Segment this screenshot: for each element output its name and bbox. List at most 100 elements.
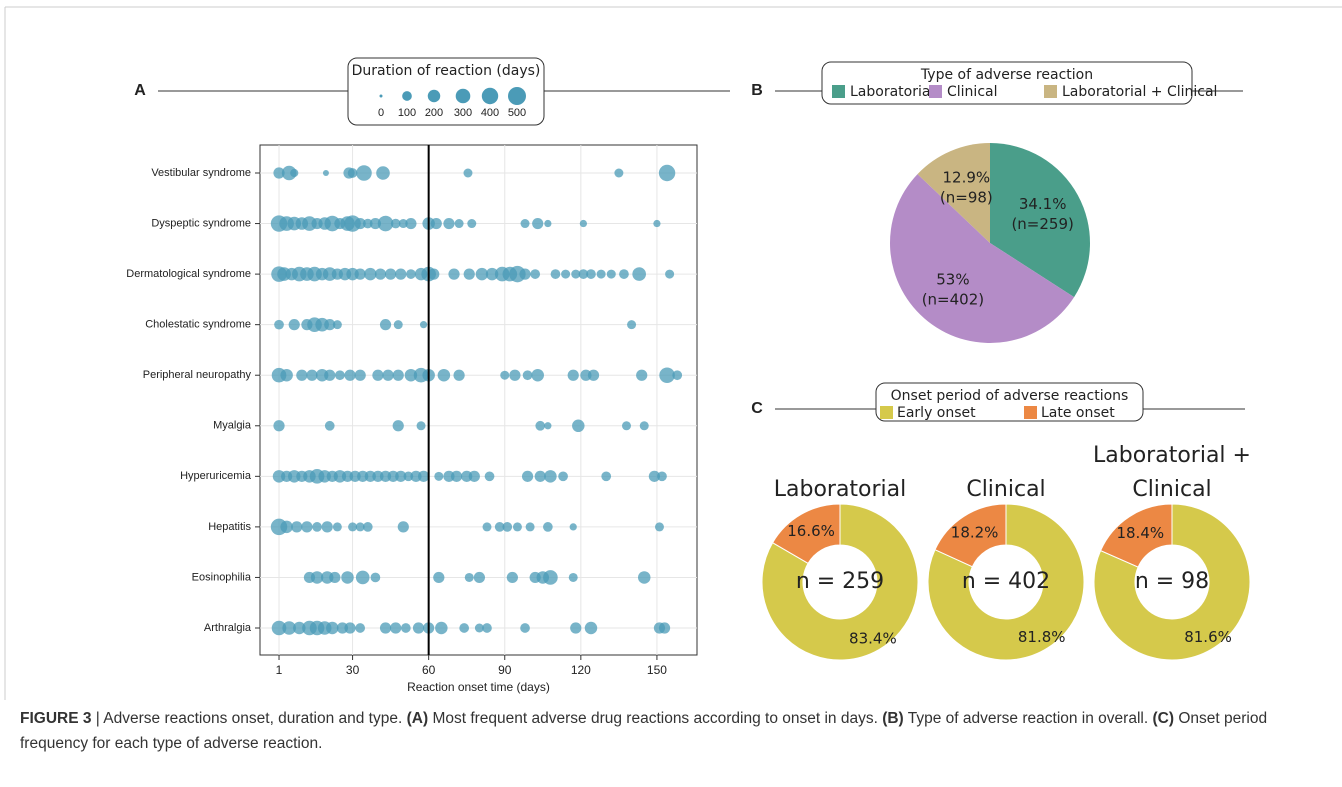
bubble xyxy=(288,319,300,331)
caption-text: Adverse reactions onset, duration and ty… xyxy=(103,710,403,727)
bubble xyxy=(332,320,342,330)
legend-swatch xyxy=(880,406,893,419)
bubble xyxy=(390,622,402,634)
bubble xyxy=(520,623,530,633)
size-legend-label: 0 xyxy=(378,107,384,119)
x-tick-label: 1 xyxy=(276,663,283,677)
bubble xyxy=(532,217,544,230)
bubble xyxy=(273,420,285,432)
bubble xyxy=(619,269,629,279)
bubble xyxy=(404,368,418,382)
bubble xyxy=(454,219,464,229)
size-legend-marker xyxy=(481,87,499,105)
legend-label: Laboratorial xyxy=(850,84,934,100)
bubble xyxy=(448,268,460,280)
bubble xyxy=(291,521,303,533)
legend-title: Type of adverse reaction xyxy=(920,67,1093,83)
bubble xyxy=(382,369,394,381)
y-tick-label: Myalgia xyxy=(213,420,252,432)
data-label: 81.6% xyxy=(1184,628,1232,646)
pie-slice xyxy=(890,174,1075,343)
bubble xyxy=(512,522,522,532)
bubble xyxy=(280,520,293,534)
bubble xyxy=(473,571,485,584)
bubble xyxy=(443,217,455,230)
plot-area xyxy=(259,144,698,656)
caption-key: (B) xyxy=(882,710,904,727)
legend-box xyxy=(821,61,1193,105)
data-label: 12.9% xyxy=(943,168,991,186)
donut-title: Laboratorial xyxy=(773,477,907,502)
bubble xyxy=(632,267,646,281)
bubble xyxy=(568,572,578,582)
bubble xyxy=(638,571,651,584)
bubble xyxy=(639,421,649,431)
bubble xyxy=(280,368,293,382)
bubble xyxy=(385,268,397,280)
bubble xyxy=(393,320,403,330)
donut-segment xyxy=(927,503,1085,661)
bubble xyxy=(636,369,648,381)
bubble xyxy=(348,522,358,532)
bubble xyxy=(502,522,513,532)
donut-segment xyxy=(934,503,1007,568)
bubble xyxy=(544,422,552,430)
bubble xyxy=(356,165,372,181)
bubble xyxy=(435,621,448,635)
bubble xyxy=(344,369,356,381)
donut-title: Clinical xyxy=(966,477,1046,502)
bubble xyxy=(398,219,408,229)
bubble xyxy=(355,623,366,633)
legend-box xyxy=(347,57,545,126)
bubble xyxy=(468,470,480,482)
bubble xyxy=(329,571,341,584)
bubble xyxy=(459,623,470,633)
legend-label: Early onset xyxy=(897,405,976,421)
y-tick-label: Cholestatic syndrome xyxy=(145,319,251,331)
data-label: 81.8% xyxy=(1018,628,1066,646)
pie-slice xyxy=(917,143,990,243)
bubble xyxy=(273,167,285,179)
center-label: n = 402 xyxy=(962,569,1050,594)
separator: | xyxy=(95,710,100,727)
bubble xyxy=(347,168,358,178)
bubble xyxy=(567,369,579,381)
size-legend-label: 200 xyxy=(425,107,443,119)
bubble xyxy=(569,523,577,531)
size-legend-marker xyxy=(455,88,471,104)
bubble xyxy=(659,367,675,383)
bubble xyxy=(417,470,430,482)
bubble xyxy=(377,215,394,232)
donut-segment xyxy=(1093,503,1251,661)
bubble xyxy=(657,471,667,482)
bubble xyxy=(648,470,660,482)
bubble xyxy=(405,217,417,230)
bubble xyxy=(601,471,612,482)
bubble xyxy=(558,471,568,482)
y-tick-label: Peripheral neuropathy xyxy=(143,369,252,381)
bubble xyxy=(290,168,299,178)
bubble xyxy=(322,170,329,176)
bubble xyxy=(419,321,428,329)
bubble xyxy=(519,268,531,280)
x-tick-label: 150 xyxy=(647,663,667,677)
bubble xyxy=(355,570,370,585)
bubble xyxy=(306,369,318,381)
legend-swatch xyxy=(832,85,845,98)
bubble xyxy=(354,217,366,230)
x-tick-label: 30 xyxy=(346,663,360,677)
bubble xyxy=(403,471,414,482)
bubble xyxy=(397,521,409,533)
bubble xyxy=(370,572,381,583)
bubble xyxy=(520,219,530,229)
legend-title: Duration of reaction (days) xyxy=(352,63,541,79)
count-label: (n=402) xyxy=(922,291,984,309)
bubble xyxy=(627,320,637,330)
bubble xyxy=(400,623,411,633)
bubble xyxy=(534,470,546,482)
bubble xyxy=(535,420,546,431)
bubble xyxy=(332,522,342,532)
bubble xyxy=(544,470,557,483)
bubble xyxy=(484,471,495,482)
bubble xyxy=(301,521,313,533)
